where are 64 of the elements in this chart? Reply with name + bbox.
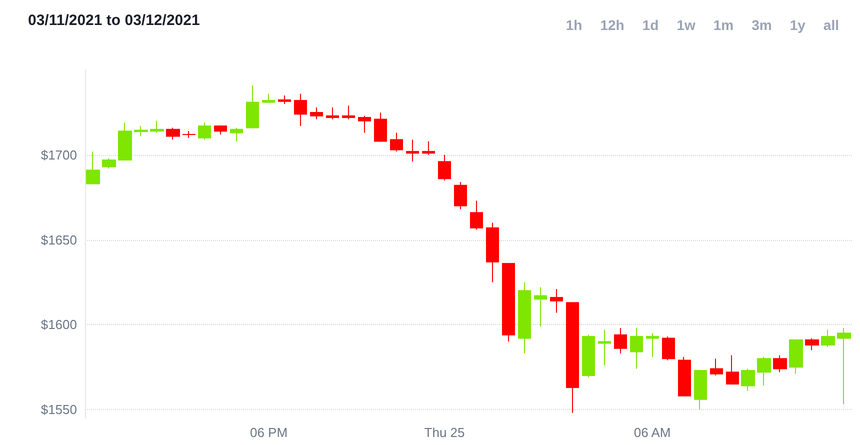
candlestick [582, 334, 595, 378]
candlestick [837, 328, 851, 405]
y-tick-label: $1600 [40, 317, 77, 332]
candlestick [662, 336, 675, 361]
candlestick [741, 368, 755, 392]
candlestick [486, 222, 499, 283]
candlestick [262, 93, 275, 103]
candlestick [342, 105, 355, 120]
candlestick [773, 354, 787, 373]
candlestick [710, 358, 723, 376]
candlestick [310, 106, 323, 120]
candlestick [646, 332, 659, 358]
candlestick [86, 150, 100, 184]
candlestick [518, 282, 531, 354]
text: 1h [564, 16, 584, 35]
candlestick [534, 286, 547, 327]
y-tick-label: $1700 [40, 147, 77, 162]
x-tick-label: Thu 25 [424, 425, 465, 440]
candlestick [294, 93, 307, 127]
candlestick [598, 329, 611, 366]
x-tick-label: 06 PM [250, 425, 288, 440]
candlestick [694, 370, 707, 410]
chart-title: 03/11/2021 to 03/12/2021 [28, 12, 200, 29]
candlestick [614, 328, 627, 354]
candlestick [118, 122, 132, 160]
candlestick [630, 328, 643, 370]
candlestick [182, 130, 196, 138]
candlestick [470, 200, 483, 230]
candlestick [438, 154, 451, 181]
candlestick [566, 302, 579, 414]
y-tick-label: $1550 [40, 402, 77, 418]
text: 1d [641, 16, 660, 35]
candlestick [134, 126, 148, 137]
candlestick [789, 339, 803, 374]
text: 1y [788, 16, 806, 35]
candlestick [214, 126, 227, 136]
candlestick [166, 127, 180, 140]
text: all [822, 16, 840, 35]
candlestick [326, 106, 339, 120]
candlestick [550, 288, 563, 314]
candlestick [278, 94, 291, 104]
candlestick [374, 112, 387, 142]
candlestick [150, 120, 164, 134]
candlestick [230, 127, 243, 142]
x-tick-label: 06 AM [634, 425, 671, 440]
candlestick [390, 132, 403, 152]
text: 3m [750, 16, 773, 35]
candlestick [821, 329, 835, 348]
candlestick [358, 115, 371, 134]
candlestick [422, 140, 435, 156]
candlestick [102, 158, 116, 169]
candlestick [406, 139, 419, 162]
y-tick-label: $1650 [40, 232, 77, 248]
candlestick [246, 84, 259, 128]
candlestick [805, 338, 819, 351]
candlestick [198, 122, 211, 140]
candlestick [454, 182, 467, 210]
candlestick [726, 354, 739, 385]
text: 1w [676, 16, 696, 35]
candlestick [757, 356, 771, 386]
candlestick [502, 263, 515, 342]
text: 1m [712, 16, 735, 35]
text: 12h [599, 16, 626, 35]
candlestick [678, 356, 691, 396]
